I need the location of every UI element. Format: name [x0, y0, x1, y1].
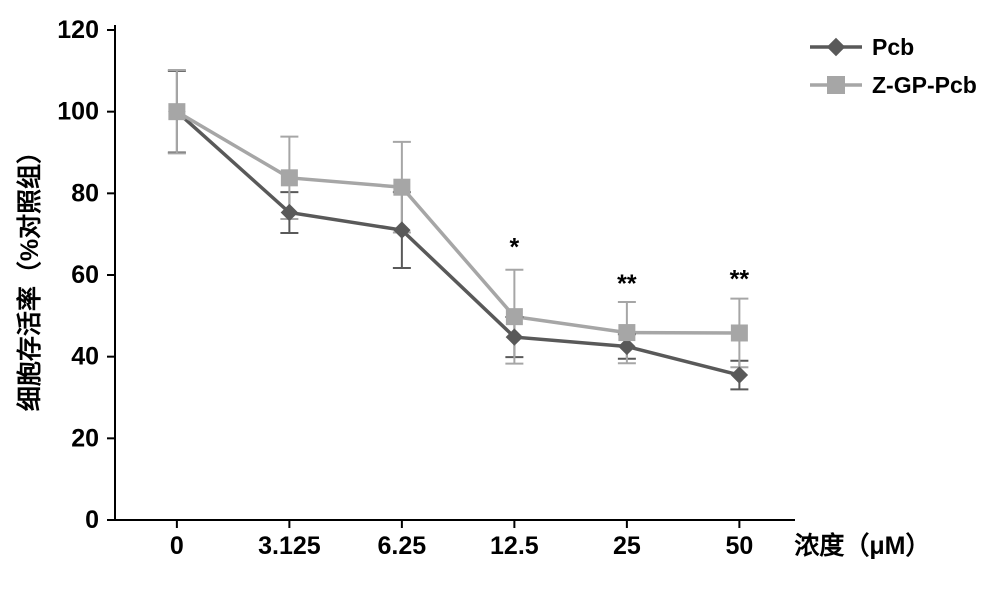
x-tick-label: 3.125 — [258, 532, 321, 560]
y-tick-label: 40 — [71, 343, 99, 371]
marker-square — [169, 104, 185, 120]
y-tick-label: 60 — [71, 261, 99, 289]
chart-svg: 0 20 40 60 80 100 120 0 3.125 6.25 12.5 25 50 细胞存活率（%… — [0, 0, 1000, 599]
marker-square — [731, 325, 747, 341]
significance-label: ** — [730, 266, 750, 294]
y-tick-label: 100 — [57, 98, 99, 126]
series-line — [177, 112, 740, 375]
x-tick-label: 50 — [725, 532, 753, 560]
marker-square — [281, 170, 297, 186]
x-tick-label: 0 — [170, 532, 184, 560]
y-tick-label: 0 — [85, 506, 99, 534]
legend-label: Z-GP-Pcb — [872, 72, 977, 98]
y-tick-label: 120 — [57, 16, 99, 44]
x-tick-label: 6.25 — [378, 532, 427, 560]
marker-square — [394, 179, 410, 195]
y-tick-label: 20 — [71, 424, 99, 452]
marker-square — [506, 309, 522, 325]
x-tick-label: 12.5 — [490, 532, 539, 560]
marker-diamond — [731, 367, 747, 383]
x-tick-label: 25 — [613, 532, 641, 560]
y-axis-label: 细胞存活率（%对照组） — [15, 139, 44, 411]
series-line — [177, 112, 740, 333]
significance-label: ** — [617, 270, 637, 298]
y-tick-label: 80 — [71, 179, 99, 207]
marker-diamond — [828, 39, 845, 56]
significance-label: * — [510, 234, 520, 262]
chart-container: 0 20 40 60 80 100 120 0 3.125 6.25 12.5 25 50 细胞存活率（%… — [0, 0, 1000, 599]
legend-label: Pcb — [872, 34, 914, 60]
marker-square — [828, 77, 845, 94]
marker-square — [619, 325, 635, 341]
x-axis-label: 浓度（μM） — [794, 531, 930, 560]
